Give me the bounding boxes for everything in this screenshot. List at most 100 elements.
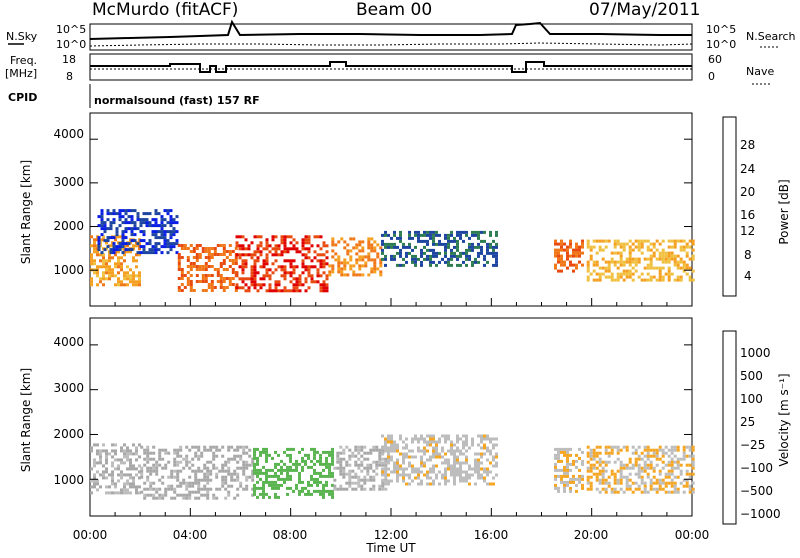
echo-cell bbox=[316, 271, 320, 275]
echo-cell bbox=[369, 487, 373, 491]
echo-cell bbox=[554, 477, 557, 481]
echo-cell bbox=[477, 476, 480, 480]
echo-cell bbox=[483, 452, 486, 456]
echo-cell bbox=[259, 477, 262, 481]
echo-cell bbox=[201, 265, 205, 268]
echo-cell bbox=[652, 251, 656, 255]
echo-cell bbox=[129, 491, 132, 495]
echo-cell bbox=[414, 470, 417, 474]
echo-cell bbox=[283, 241, 287, 245]
echo-cell bbox=[492, 437, 495, 441]
echo-cell bbox=[262, 480, 265, 484]
echo-cell bbox=[227, 493, 231, 497]
echo-cell bbox=[135, 280, 138, 284]
echo-cell bbox=[136, 251, 140, 255]
echo-cell bbox=[163, 245, 167, 249]
echo-cell bbox=[453, 470, 456, 474]
echo-cell bbox=[631, 445, 635, 449]
echo-cell bbox=[444, 437, 447, 441]
echo-cell bbox=[210, 289, 214, 292]
echo-cell bbox=[123, 283, 126, 287]
echo-cell bbox=[483, 254, 486, 258]
echo-cell bbox=[259, 450, 262, 454]
echo-cell bbox=[450, 449, 453, 453]
echo-cell bbox=[177, 253, 181, 256]
echo-cell bbox=[381, 487, 385, 491]
echo-cell bbox=[390, 458, 393, 462]
echo-cell bbox=[117, 458, 120, 462]
echo-cell bbox=[195, 280, 199, 283]
echo-cell bbox=[483, 479, 486, 483]
echo-cell bbox=[120, 283, 123, 287]
echo-cell bbox=[129, 452, 132, 456]
echo-cell bbox=[387, 452, 390, 456]
echo-cell bbox=[126, 277, 129, 281]
echo-cell bbox=[250, 241, 254, 245]
echo-cell bbox=[185, 445, 189, 449]
noise-sky-label: N.Sky bbox=[6, 30, 38, 43]
echo-cell bbox=[438, 233, 441, 237]
echo-cell bbox=[343, 273, 347, 277]
echo-cell bbox=[402, 455, 405, 459]
echo-cell bbox=[414, 257, 417, 261]
echo-cell bbox=[691, 454, 695, 458]
echo-cell bbox=[188, 460, 192, 464]
echo-cell bbox=[142, 251, 146, 255]
echo-cell bbox=[256, 250, 260, 254]
echo-cell bbox=[622, 463, 626, 467]
echo-cell bbox=[679, 260, 683, 264]
cpid-label: CPID bbox=[8, 91, 37, 104]
echo-cell bbox=[685, 272, 689, 276]
echo-cell bbox=[221, 475, 225, 479]
echo-cell bbox=[450, 233, 453, 237]
echo-cell bbox=[325, 277, 329, 281]
echo-cell bbox=[486, 449, 489, 453]
echo-cell bbox=[566, 450, 569, 454]
echo-cell bbox=[378, 484, 382, 488]
echo-cell bbox=[408, 461, 411, 465]
echo-cell bbox=[581, 486, 584, 490]
echo-cell bbox=[201, 247, 205, 250]
echo-cell bbox=[649, 484, 653, 488]
echo-cell bbox=[307, 274, 311, 278]
echo-cell bbox=[207, 247, 211, 250]
echo-cell bbox=[160, 251, 164, 255]
echo-cell bbox=[216, 280, 220, 283]
echo-cell bbox=[268, 283, 272, 287]
echo-cell bbox=[256, 468, 259, 472]
echo-cell bbox=[357, 484, 361, 488]
echo-cell bbox=[396, 467, 399, 471]
echo-cell bbox=[601, 466, 605, 470]
echo-cell bbox=[331, 267, 335, 271]
echo-cell bbox=[396, 251, 399, 255]
echo-cell bbox=[225, 256, 229, 259]
echo-cell bbox=[628, 248, 632, 252]
echo-cell bbox=[166, 209, 170, 213]
echo-cell bbox=[158, 451, 162, 455]
echo-cell bbox=[462, 479, 465, 483]
echo-cell bbox=[613, 445, 617, 449]
echo-cell bbox=[667, 251, 671, 255]
echo-cell bbox=[149, 472, 153, 476]
echo-cell bbox=[483, 434, 486, 438]
echo-cell bbox=[471, 248, 474, 252]
echo-cell bbox=[286, 289, 290, 293]
echo-cell bbox=[447, 239, 450, 243]
echo-cell bbox=[149, 466, 153, 470]
echo-cell bbox=[495, 257, 498, 261]
echo-cell bbox=[331, 483, 334, 487]
echo-cell bbox=[185, 460, 189, 464]
echo-cell bbox=[280, 238, 284, 242]
echo-cell bbox=[598, 490, 602, 494]
echo-cell bbox=[170, 469, 174, 473]
echo-cell bbox=[140, 475, 144, 479]
echo-cell bbox=[480, 245, 483, 249]
echo-cell bbox=[238, 244, 242, 248]
echo-cell bbox=[250, 277, 254, 281]
echo-cell bbox=[358, 264, 362, 268]
echo-cell bbox=[423, 461, 426, 465]
echo-cell bbox=[203, 484, 207, 488]
echo-cell bbox=[322, 489, 325, 493]
echo-cell bbox=[143, 448, 147, 452]
echo-cell bbox=[673, 278, 677, 282]
